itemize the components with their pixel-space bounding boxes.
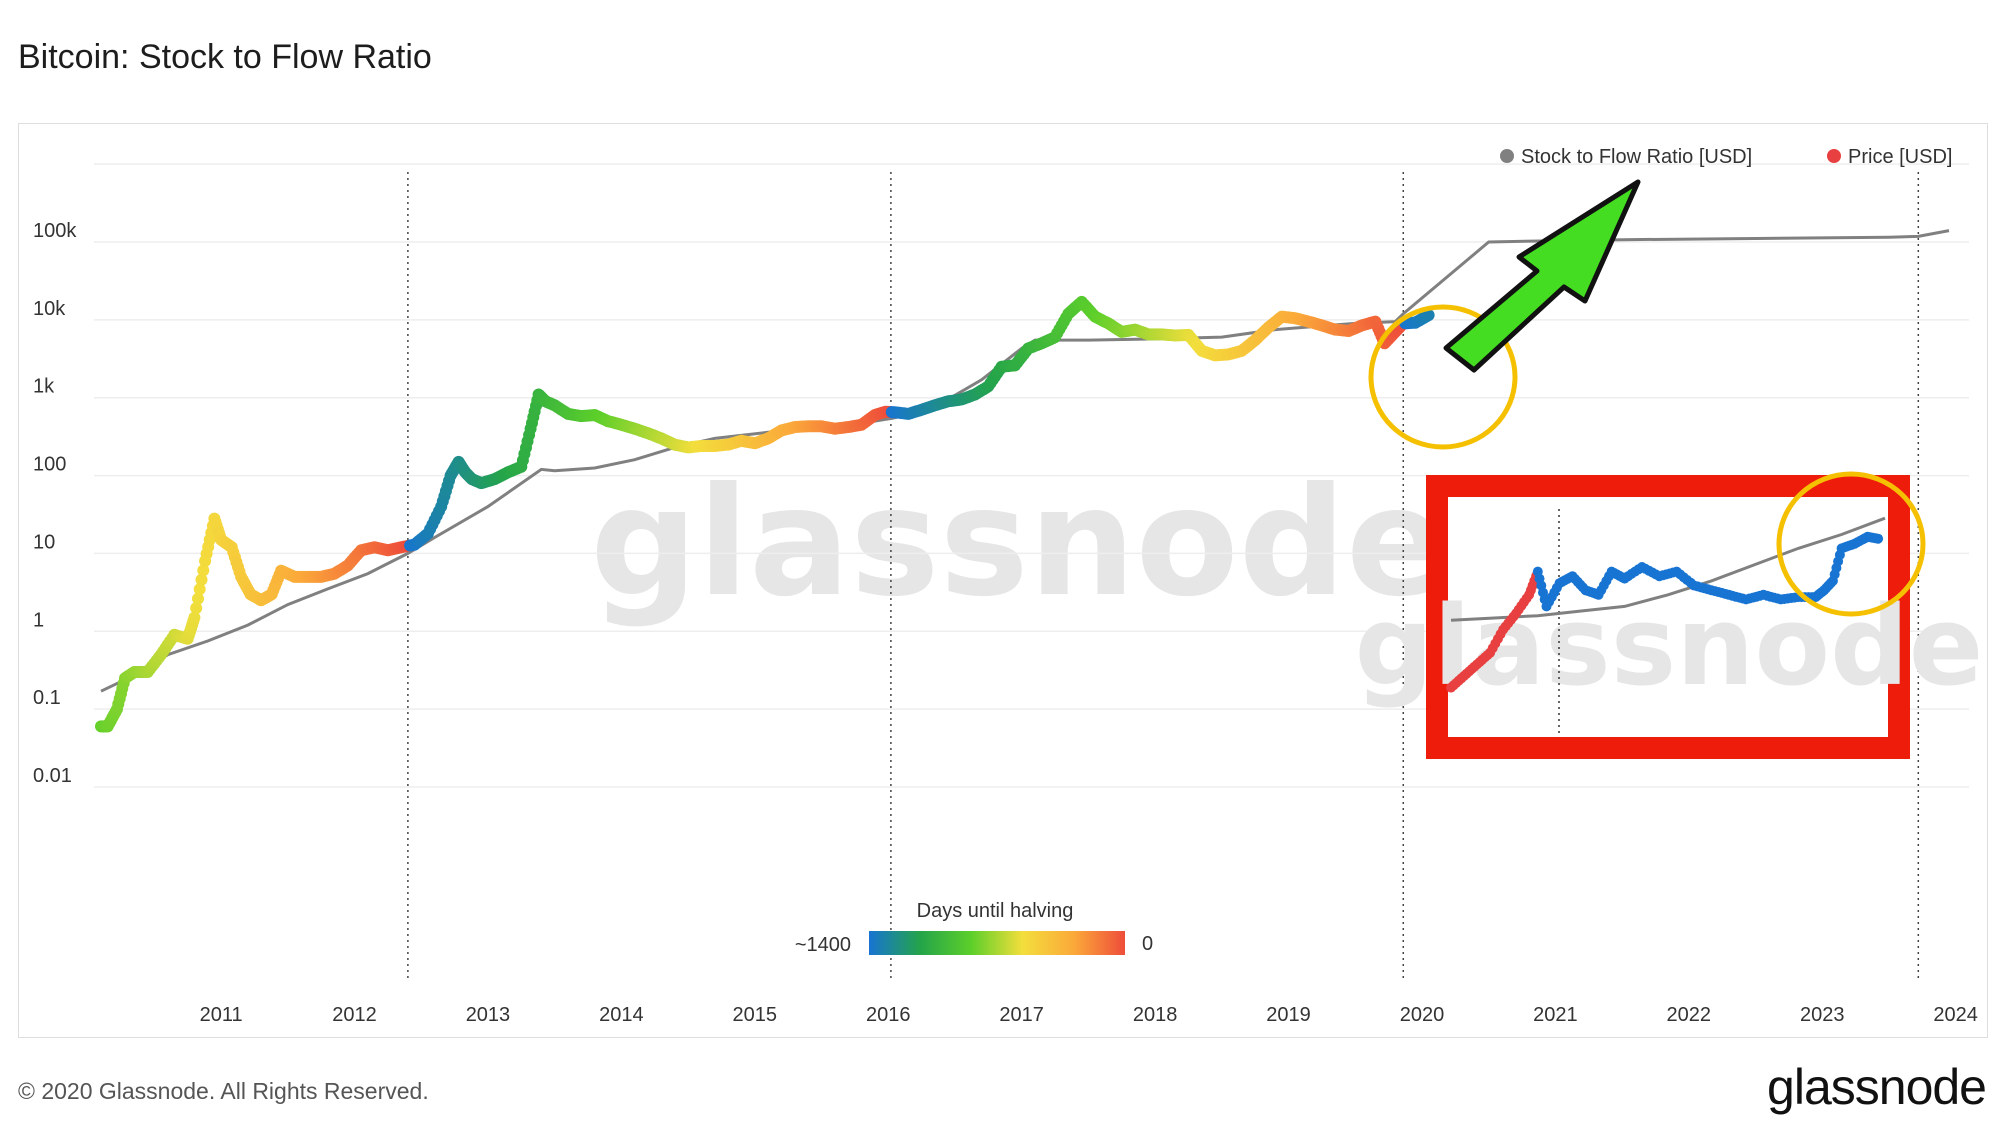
legend-model-label: Stock to Flow Ratio [USD] xyxy=(1521,146,1752,168)
y-tick-label: 100 xyxy=(33,454,66,476)
x-tick-label: 2017 xyxy=(999,1004,1044,1026)
y-tick-label: 100k xyxy=(33,220,77,242)
price-point xyxy=(197,564,210,577)
price-point xyxy=(192,592,204,605)
page-title: Bitcoin: Stock to Flow Ratio xyxy=(18,38,432,76)
x-tick-label: 2011 xyxy=(200,1004,243,1026)
x-tick-label: 2019 xyxy=(1266,1004,1311,1026)
watermark: glassnode xyxy=(590,456,1448,630)
inset-model-series xyxy=(1450,516,1886,622)
brand-logo: glassnode xyxy=(1767,1059,1987,1115)
inset-price-point xyxy=(1873,533,1884,544)
inset-highlight-circle xyxy=(1776,471,1926,617)
inset-zoom: glassnode xyxy=(1355,471,1984,759)
x-tick-label: 2018 xyxy=(1133,1004,1178,1026)
chart-frame: glassnode 0.01 0.1 1 10 100 1k 10k 100k 2011 201… xyxy=(18,123,1988,1038)
x-tick-label: 2013 xyxy=(466,1004,511,1026)
y-axis: 0.01 0.1 1 10 100 1k 10k 100k xyxy=(33,220,77,787)
colorbar-min-label: ~1400 xyxy=(795,934,851,956)
price-series xyxy=(95,295,1435,733)
x-tick-label: 2021 xyxy=(1533,1004,1578,1026)
y-tick-label: 10 xyxy=(33,531,55,553)
inset-model-line xyxy=(1450,516,1886,622)
inset-watermark: glassnode xyxy=(1355,582,1984,710)
x-tick-label: 2016 xyxy=(866,1004,911,1026)
legend-price-marker xyxy=(1827,149,1841,163)
upward-arrow-icon xyxy=(1443,179,1641,373)
colorbar-gradient xyxy=(869,931,1125,955)
price-point xyxy=(190,602,203,615)
inset-frame xyxy=(1426,475,1910,759)
x-tick-label: 2023 xyxy=(1800,1004,1845,1026)
inset-price-series xyxy=(1446,531,1884,693)
colorbar: Days until halving ~1400 0 xyxy=(795,900,1153,956)
y-tick-label: 10k xyxy=(33,298,66,320)
y-tick-label: 1 xyxy=(33,609,44,631)
x-tick-label: 2015 xyxy=(733,1004,778,1026)
legend: Stock to Flow Ratio [USD] Price [USD] xyxy=(1500,146,1952,168)
x-tick-label: 2022 xyxy=(1667,1004,1712,1026)
colorbar-title: Days until halving xyxy=(917,900,1074,922)
x-axis: 2011 2012 2013 2014 2015 2016 2017 2018 2019 2020… xyxy=(200,1004,1978,1026)
y-tick-label: 0.01 xyxy=(33,765,72,787)
price-point xyxy=(195,573,208,586)
y-tick-label: 1k xyxy=(33,376,55,398)
colorbar-max-label: 0 xyxy=(1142,933,1153,955)
y-tick-label: 0.1 xyxy=(33,687,61,709)
x-tick-label: 2024 xyxy=(1933,1004,1978,1026)
copyright-text: © 2020 Glassnode. All Rights Reserved. xyxy=(18,1078,429,1104)
price-point xyxy=(1422,309,1435,322)
x-tick-label: 2014 xyxy=(599,1004,644,1026)
legend-model-marker xyxy=(1500,149,1514,163)
price-point xyxy=(188,611,201,624)
x-tick-label: 2012 xyxy=(332,1004,377,1026)
legend-price-label: Price [USD] xyxy=(1848,146,1952,168)
highlight-circle xyxy=(1368,304,1518,450)
x-tick-label: 2020 xyxy=(1400,1004,1445,1026)
price-point xyxy=(193,583,206,596)
